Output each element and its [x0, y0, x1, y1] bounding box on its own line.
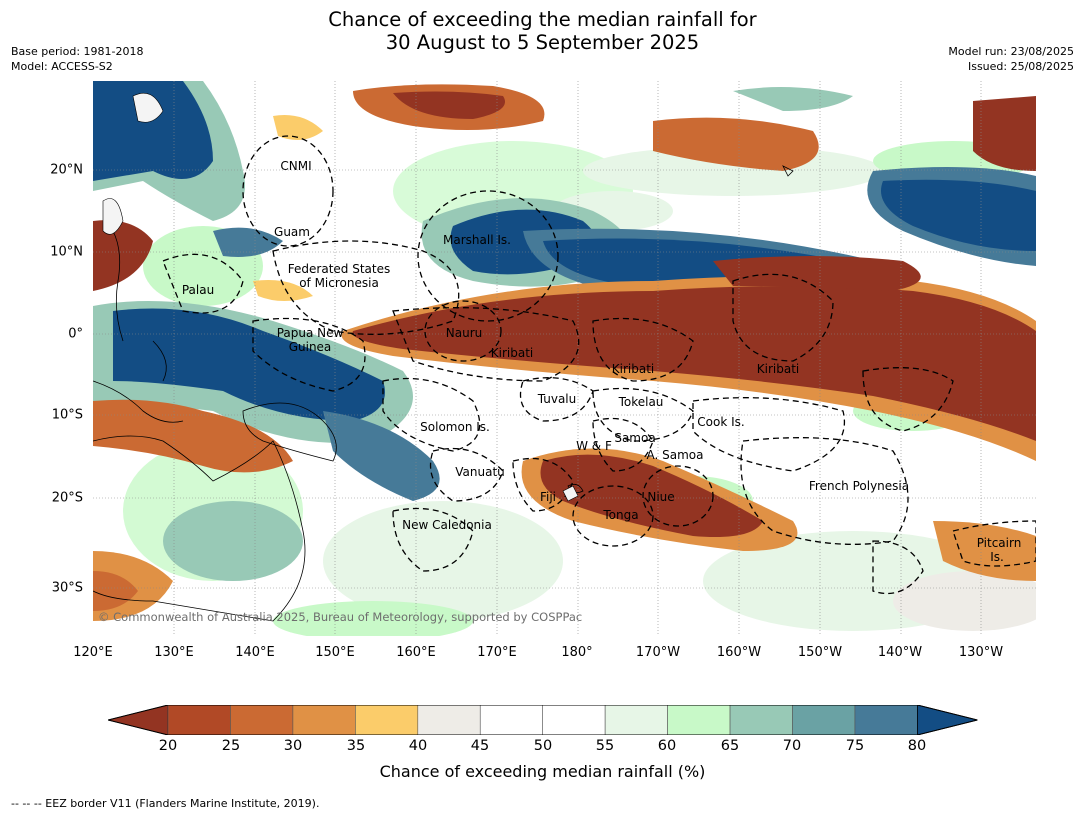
- place-label: French Polynesia: [808, 479, 910, 493]
- lon-tick: 160°E: [396, 645, 436, 660]
- meta-left: Base period: 1981-2018 Model: ACCESS-S2: [11, 44, 143, 74]
- model-text: Model: ACCESS-S2: [11, 60, 113, 73]
- rainfall-map: [93, 81, 1036, 636]
- place-label: Samoa: [614, 431, 656, 445]
- place-label: Tokelau: [618, 395, 664, 409]
- lon-tick: 170°W: [635, 645, 681, 660]
- graticule: [93, 81, 1036, 636]
- title-line-1: Chance of exceeding the median rainfall …: [328, 8, 757, 31]
- place-label: Kiribati: [490, 346, 534, 360]
- place-label: CNMI: [280, 159, 312, 173]
- lat-tick: 10°N: [50, 244, 83, 260]
- place-label: Kiribati: [611, 362, 655, 376]
- place-label: Guinea: [288, 340, 332, 354]
- title-line-2: 30 August to 5 September 2025: [385, 31, 700, 54]
- place-label: Solomon Is.: [420, 420, 490, 434]
- place-label: Fiji: [539, 490, 557, 504]
- eez-borders: [162, 135, 1036, 595]
- dry-anomaly-areas: [93, 84, 1036, 621]
- lat-tick: 10°S: [51, 407, 83, 423]
- colorbar: [107, 704, 978, 736]
- colorbar-label: 50: [533, 738, 553, 754]
- place-label: Federated States: [287, 262, 391, 276]
- place-label: Pitcairn: [976, 536, 1022, 550]
- place-label: W & F: [576, 439, 612, 453]
- place-label: A. Samoa: [646, 448, 704, 462]
- place-label: Marshall Is.: [443, 233, 511, 247]
- colorbar-segment: [230, 704, 294, 736]
- eez-footnote: -- -- -- EEZ border V11 (Flanders Marine…: [11, 797, 320, 810]
- colorbar-under-arrow: [107, 704, 169, 736]
- lat-tick: 20°S: [51, 490, 83, 506]
- colorbar-label: 60: [657, 738, 677, 754]
- colorbar-segment: [792, 704, 856, 736]
- place-label: Papua New: [276, 326, 344, 340]
- colorbar-label: 80: [907, 738, 927, 754]
- colorbar-label: 35: [346, 738, 366, 754]
- lon-tick: 170°E: [477, 645, 517, 660]
- place-label: Nauru: [445, 326, 483, 340]
- place-label: Kiribati: [756, 362, 800, 376]
- map-title: Chance of exceeding the median rainfall …: [0, 8, 1085, 54]
- base-period-text: Base period: 1981-2018: [11, 45, 144, 58]
- model-run-text: Model run: 23/08/2025: [948, 45, 1074, 58]
- colorbar-over-arrow: [917, 704, 978, 736]
- lon-tick: 140°E: [235, 645, 275, 660]
- colorbar-segment: [355, 704, 419, 736]
- place-label: Guam: [274, 225, 310, 239]
- land-masses: [102, 92, 579, 502]
- colorbar-label: 20: [158, 738, 178, 754]
- colorbar-segment: [542, 704, 606, 736]
- map-canvas: [93, 81, 1036, 636]
- place-label: Is.: [990, 550, 1004, 564]
- issued-text: Issued: 25/08/2025: [967, 60, 1074, 73]
- place-label: Vanuatu: [455, 465, 505, 479]
- colorbar-graphic: [107, 704, 978, 736]
- colorbar-segment: [729, 704, 793, 736]
- lat-tick: 30°S: [51, 580, 83, 596]
- place-label: Tonga: [603, 508, 639, 522]
- colorbar-segment: [417, 704, 481, 736]
- colorbar-label: 55: [595, 738, 615, 754]
- colorbar-label: 30: [283, 738, 303, 754]
- place-label: New Caledonia: [402, 518, 492, 532]
- lon-tick: 140°W: [877, 645, 923, 660]
- lon-tick: 150°E: [315, 645, 355, 660]
- lon-tick: 180°: [561, 645, 593, 660]
- colorbar-segment: [479, 704, 544, 736]
- lat-tick: 0°: [68, 326, 83, 342]
- copyright-notice: © Commonwealth of Australia 2025, Bureau…: [98, 610, 583, 624]
- colorbar-label: 45: [470, 738, 490, 754]
- colorbar-label: 65: [720, 738, 740, 754]
- colorbar-segment: [167, 704, 231, 736]
- coastlines: [93, 165, 794, 622]
- lon-tick: 160°W: [716, 645, 762, 660]
- colorbar-segment: [667, 704, 731, 736]
- colorbar-title: Chance of exceeding median rainfall (%): [379, 762, 706, 781]
- colorbar-label: 70: [782, 738, 802, 754]
- colorbar-segment: [292, 704, 356, 736]
- lon-tick: 120°E: [73, 645, 113, 660]
- colorbar-segments: [107, 704, 978, 736]
- place-label: Tuvalu: [537, 392, 577, 406]
- place-label: Palau: [181, 283, 215, 297]
- colorbar-label: 40: [408, 738, 428, 754]
- lat-tick: 20°N: [50, 162, 83, 178]
- colorbar-segment: [604, 704, 668, 736]
- colorbar-label: 25: [221, 738, 241, 754]
- colorbar-label: 75: [845, 738, 865, 754]
- lon-tick: 130°W: [958, 645, 1004, 660]
- colorbar-segment: [854, 704, 918, 736]
- place-label: of Micronesia: [299, 276, 379, 290]
- lon-tick: 130°E: [154, 645, 194, 660]
- meta-right: Model run: 23/08/2025 Issued: 25/08/2025: [948, 44, 1074, 74]
- place-label: Cook Is.: [697, 415, 745, 429]
- lon-tick: 150°W: [797, 645, 843, 660]
- place-label: Niue: [647, 490, 675, 504]
